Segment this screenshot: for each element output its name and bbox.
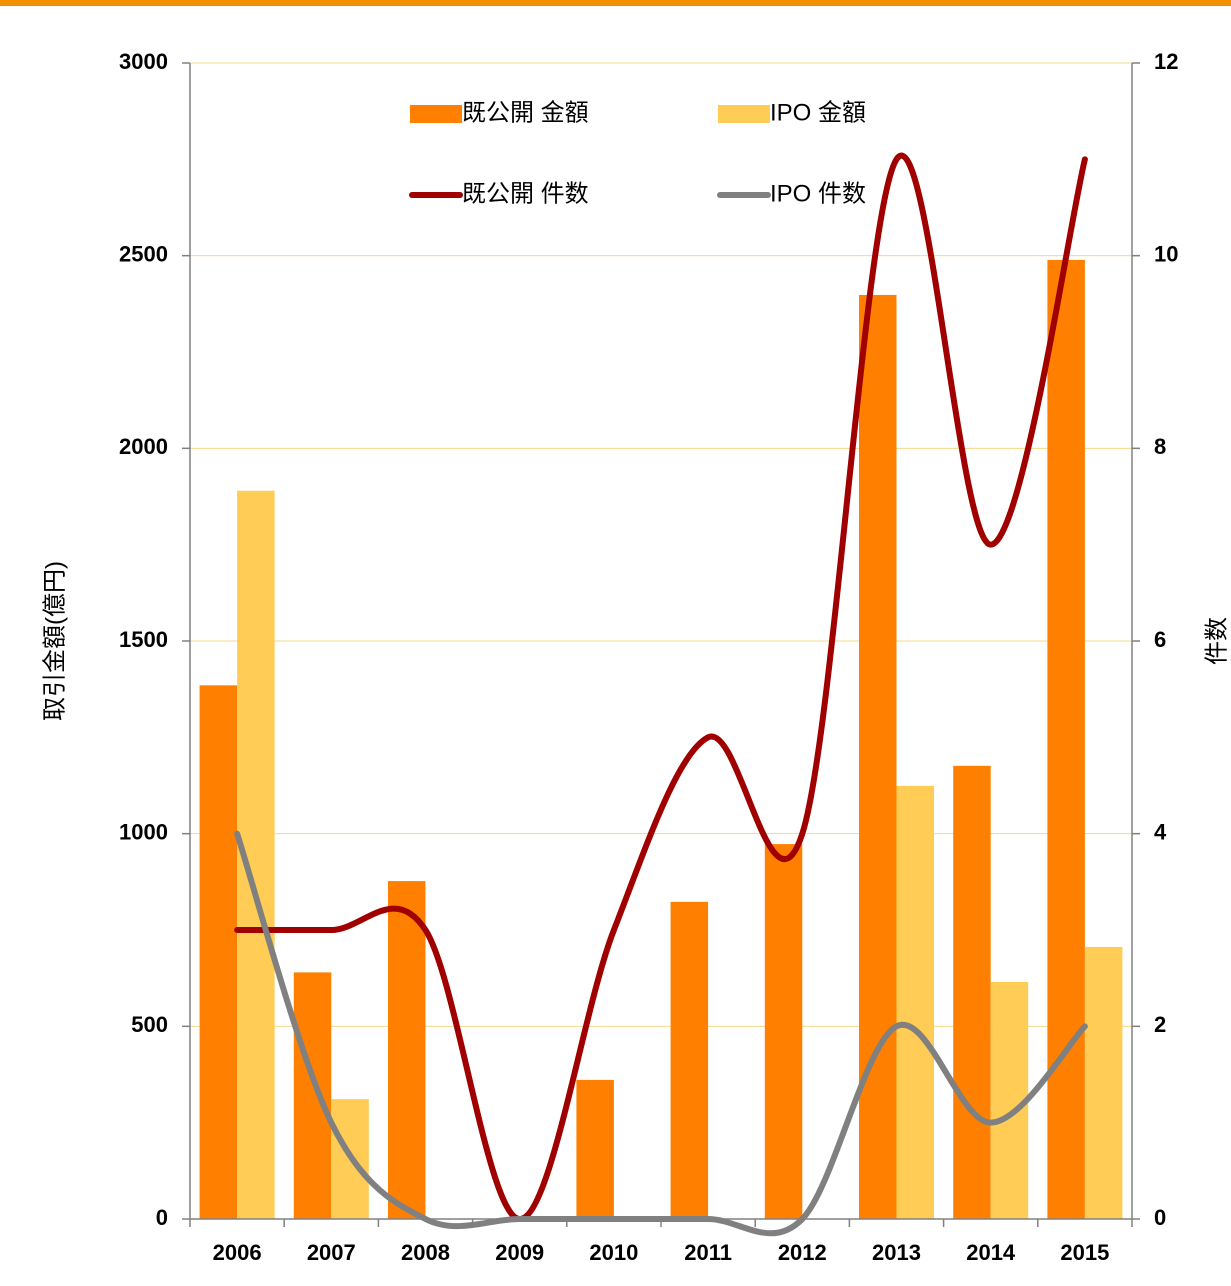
y-tick-label: 1000 xyxy=(119,819,168,844)
legend-label: IPO 件数 xyxy=(770,180,866,207)
x-tick-label: 2014 xyxy=(966,1240,1016,1265)
bar xyxy=(293,972,332,1219)
y-tick-label: 2500 xyxy=(119,241,168,266)
bar xyxy=(896,785,934,1219)
y2-axis-label: 件数 xyxy=(1203,617,1230,665)
bar xyxy=(576,1079,614,1219)
x-tick-label: 2009 xyxy=(495,1240,544,1265)
y-axis-label: 取引金額(億円) xyxy=(41,561,68,721)
legend-swatch xyxy=(718,105,770,123)
y-tick-label: 0 xyxy=(156,1205,168,1230)
y-tick-label: 2000 xyxy=(119,434,168,459)
bar xyxy=(1047,259,1085,1219)
y2-tick-label: 4 xyxy=(1154,819,1167,844)
x-tick-label: 2011 xyxy=(684,1240,732,1265)
bar xyxy=(1084,946,1123,1219)
y2-tick-label: 12 xyxy=(1154,49,1178,74)
bar xyxy=(764,844,803,1219)
legend-label: IPO 金額 xyxy=(770,99,866,126)
y2-tick-label: 10 xyxy=(1154,241,1178,266)
bar xyxy=(670,901,709,1219)
x-tick-label: 2006 xyxy=(213,1240,262,1265)
x-tick-label: 2008 xyxy=(401,1240,450,1265)
y2-tick-label: 8 xyxy=(1154,434,1166,459)
x-tick-label: 2007 xyxy=(307,1240,356,1265)
y2-tick-label: 6 xyxy=(1154,627,1166,652)
x-tick-label: 2010 xyxy=(589,1240,638,1265)
line xyxy=(234,152,1088,1222)
y-tick-label: 1500 xyxy=(119,627,168,652)
bar xyxy=(953,765,991,1219)
bar xyxy=(990,982,1029,1219)
y2-tick-label: 2 xyxy=(1154,1012,1166,1037)
y-tick-label: 500 xyxy=(131,1012,168,1037)
legend-swatch xyxy=(410,105,462,123)
x-tick-label: 2012 xyxy=(778,1240,827,1265)
bar xyxy=(388,881,426,1219)
bar xyxy=(859,294,897,1219)
legend-label: 既公開 金額 xyxy=(462,99,589,126)
y2-tick-label: 0 xyxy=(1154,1205,1166,1230)
y-tick-label: 3000 xyxy=(119,49,168,74)
bar xyxy=(199,685,238,1219)
line xyxy=(234,830,1088,1237)
x-tick-label: 2013 xyxy=(872,1240,921,1265)
legend-label: 既公開 件数 xyxy=(462,180,589,207)
top-bar xyxy=(0,0,1231,6)
x-tick-label: 2015 xyxy=(1060,1240,1109,1265)
